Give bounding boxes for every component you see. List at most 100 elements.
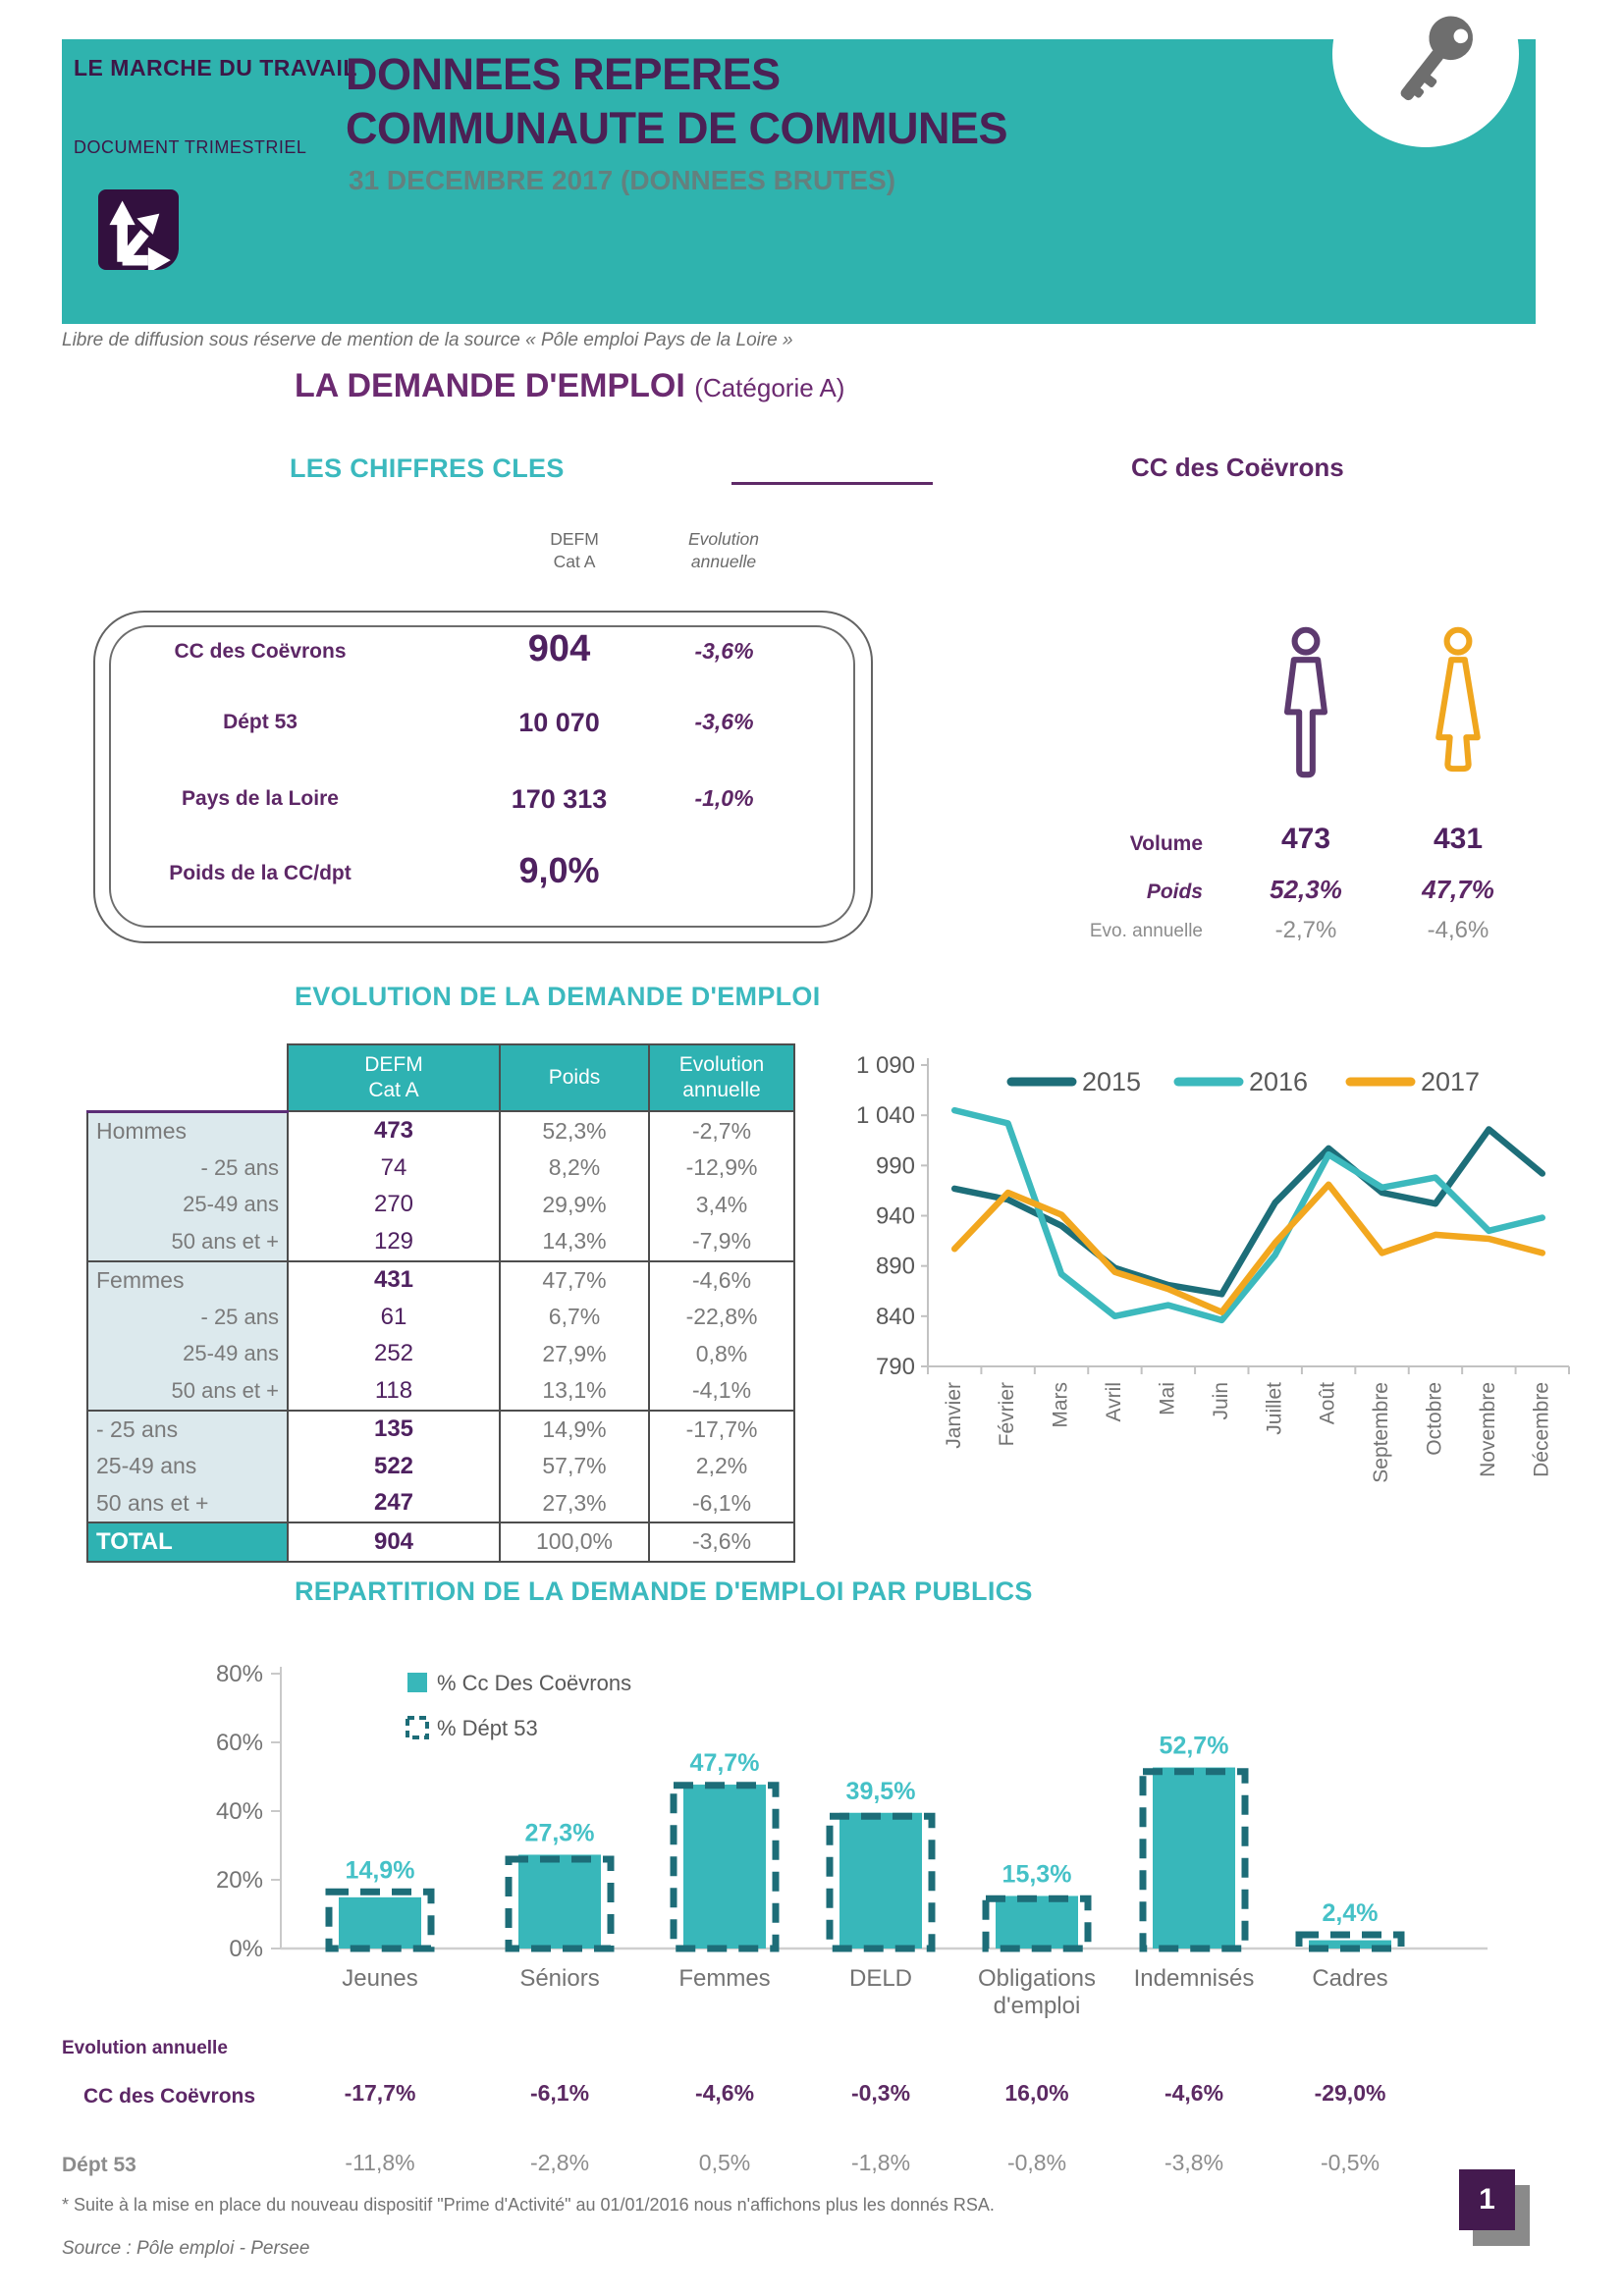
evo-value: -2,7% bbox=[648, 1111, 795, 1149]
svg-text:60%: 60% bbox=[216, 1730, 263, 1756]
evo-dept-row-label: Dépt 53 bbox=[62, 2154, 136, 2176]
svg-text:Avril: Avril bbox=[1103, 1382, 1125, 1421]
svg-text:Janvier: Janvier bbox=[943, 1382, 965, 1449]
row-label: 50 ans et + bbox=[86, 1223, 288, 1261]
defm-value: 252 bbox=[287, 1335, 500, 1372]
poids-value: 6,7% bbox=[499, 1299, 649, 1336]
row-label: 25-49 ans bbox=[86, 1335, 288, 1372]
kf-row-label: Dépt 53 bbox=[223, 711, 298, 733]
female-volume: 431 bbox=[1433, 823, 1484, 855]
svg-text:Octobre: Octobre bbox=[1424, 1382, 1446, 1456]
svg-text:39,5%: 39,5% bbox=[846, 1778, 916, 1805]
evo-dept-value: -1,8% bbox=[850, 2150, 911, 2175]
table-row: 25-49 ans 522 57,7% 2,2% bbox=[86, 1448, 795, 1485]
svg-text:Juillet: Juillet bbox=[1263, 1382, 1285, 1435]
report-title-line2: COMMUNAUTE DE COMMUNES bbox=[346, 103, 1007, 153]
row-label: - 25 ans bbox=[86, 1299, 288, 1336]
svg-text:Septembre: Septembre bbox=[1370, 1382, 1392, 1483]
defm-value: 522 bbox=[287, 1448, 500, 1485]
svg-text:15,3%: 15,3% bbox=[1002, 1860, 1072, 1888]
evo-cc-value: -17,7% bbox=[344, 2080, 416, 2106]
svg-text:Mai: Mai bbox=[1156, 1382, 1178, 1415]
poids-row-label: Poids bbox=[1146, 881, 1203, 903]
evo-cc-value: -6,1% bbox=[529, 2080, 590, 2106]
row-label: 50 ans et + bbox=[86, 1484, 288, 1522]
female-figure-icon bbox=[1421, 622, 1495, 785]
evo-cc-value: -29,0% bbox=[1314, 2080, 1386, 2106]
volume-row-label: Volume bbox=[1129, 832, 1203, 855]
poids-value: 27,9% bbox=[499, 1335, 649, 1372]
evo-dept-value: -3,8% bbox=[1164, 2150, 1224, 2175]
table-row: 50 ans et +129 14,3% -7,9% bbox=[86, 1223, 795, 1261]
section-title-suffix: (Catégorie A) bbox=[694, 373, 845, 402]
svg-text:Juin: Juin bbox=[1210, 1382, 1232, 1420]
table-row: 25-49 ans 270 29,9% 3,4% bbox=[86, 1186, 795, 1223]
defm-value: 473 bbox=[287, 1111, 500, 1149]
svg-text:Femmes: Femmes bbox=[678, 1965, 770, 1992]
section-title-main: LA DEMANDE D'EMPLOI bbox=[295, 367, 695, 404]
svg-text:20%: 20% bbox=[216, 1867, 263, 1894]
table-row: 50 ans et +118 13,1% -4,1% bbox=[86, 1372, 795, 1411]
table-column-header: Poids bbox=[499, 1043, 650, 1112]
row-label: 50 ans et + bbox=[86, 1372, 288, 1411]
poids-value: 14,9% bbox=[499, 1409, 649, 1448]
evo-cc-row-label: CC des Coëvrons bbox=[83, 2085, 256, 2108]
male-volume: 473 bbox=[1280, 823, 1331, 855]
defm-value: 61 bbox=[287, 1299, 500, 1336]
table-row: 50 ans et +247 27,3% -6,1% bbox=[86, 1484, 795, 1522]
kf-row-label: Poids de la CC/dpt bbox=[169, 862, 352, 884]
table-row: 25-49 ans 252 27,9% 0,8% bbox=[86, 1335, 795, 1372]
svg-text:% Cc Des Coëvrons: % Cc Des Coëvrons bbox=[437, 1671, 631, 1695]
svg-text:2017: 2017 bbox=[1421, 1067, 1480, 1096]
evo-dept-value: -2,8% bbox=[529, 2150, 590, 2175]
svg-text:Jeunes: Jeunes bbox=[342, 1965, 417, 1992]
cc-panel-title: CC des Coëvrons bbox=[1131, 453, 1344, 482]
row-label: - 25 ans bbox=[86, 1409, 288, 1448]
table-row: Femmes 431 47,7% -4,6% bbox=[86, 1259, 795, 1299]
kf-row-evo: -1,0% bbox=[694, 785, 754, 811]
svg-text:80%: 80% bbox=[216, 1661, 263, 1687]
male-figure-icon bbox=[1269, 622, 1343, 785]
poids-value: 100,0% bbox=[499, 1522, 649, 1563]
evolution-table: DEFM Cat A Poids Evolution annuelle Hommes 4… bbox=[86, 1043, 795, 1563]
column-header-evolution: Evolution annuelle bbox=[688, 529, 759, 571]
svg-text:14,9%: 14,9% bbox=[346, 1856, 415, 1884]
svg-text:27,3%: 27,3% bbox=[525, 1819, 595, 1846]
evo-value: -4,1% bbox=[648, 1372, 795, 1411]
evo-value: -17,7% bbox=[648, 1409, 795, 1448]
table-row: TOTAL 904 100,0% -3,6% bbox=[86, 1522, 795, 1563]
svg-text:Séniors: Séniors bbox=[519, 1965, 599, 1992]
evo-dept-value: 0,5% bbox=[698, 2150, 751, 2175]
kf-row-value: 170 313 bbox=[511, 784, 608, 814]
svg-text:840: 840 bbox=[876, 1304, 915, 1330]
svg-text:Décembre: Décembre bbox=[1530, 1382, 1552, 1477]
evo-annuelle-heading: Evolution annuelle bbox=[62, 2038, 228, 2058]
svg-text:52,7%: 52,7% bbox=[1160, 1733, 1229, 1760]
evo-cc-value: -4,6% bbox=[694, 2080, 755, 2106]
defm-value: 247 bbox=[287, 1484, 500, 1522]
column-header-defm: DEFM Cat A bbox=[550, 529, 599, 571]
defm-value: 118 bbox=[287, 1372, 500, 1411]
page-number: 1 bbox=[1459, 2169, 1515, 2230]
evo-value: 3,4% bbox=[648, 1186, 795, 1223]
svg-text:Indemnisés: Indemnisés bbox=[1134, 1965, 1255, 1992]
kf-row-value: 9,0% bbox=[518, 850, 600, 890]
kf-row-value: 904 bbox=[527, 628, 591, 669]
svg-text:0%: 0% bbox=[229, 1936, 263, 1962]
table-row: - 25 ans 135 14,9% -17,7% bbox=[86, 1409, 795, 1448]
svg-text:2,4%: 2,4% bbox=[1323, 1899, 1379, 1927]
table-column-header: DEFM Cat A bbox=[287, 1043, 501, 1112]
publics-bar-chart: 0% 20% 40% 60% 80% 14,9% 27,3% 47,7% 39,5% 15,3% 5… bbox=[216, 1661, 1488, 2019]
evo-cc-value: 16,0% bbox=[1004, 2080, 1069, 2106]
svg-text:Février: Février bbox=[996, 1382, 1018, 1446]
footnote: * Suite à la mise en place du nouveau di… bbox=[62, 2195, 995, 2215]
defm-value: 129 bbox=[287, 1223, 500, 1261]
svg-text:% Dépt 53: % Dépt 53 bbox=[437, 1716, 538, 1740]
section-title-repartition: REPARTITION DE LA DEMANDE D'EMPLOI PAR P… bbox=[295, 1576, 1033, 1606]
kf-row-evo: -3,6% bbox=[694, 709, 754, 734]
evo-value: -6,1% bbox=[648, 1484, 795, 1522]
source-note: Source : Pôle emploi - Persee bbox=[62, 2238, 310, 2259]
evo-dept-value: -0,8% bbox=[1006, 2150, 1067, 2175]
svg-text:2015: 2015 bbox=[1082, 1067, 1141, 1096]
section-title-evolution: EVOLUTION DE LA DEMANDE D'EMPLOI bbox=[295, 982, 821, 1011]
